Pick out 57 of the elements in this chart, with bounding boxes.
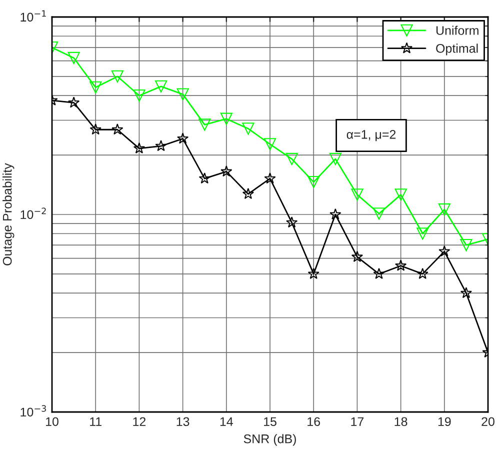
point [176,88,189,100]
x-tick-label: 11 [90,417,102,426]
point [111,70,124,83]
point [330,208,342,220]
x-tick-label: 15 [264,417,276,426]
x-tick-label: 12 [133,417,146,426]
x-tick-label: 17 [351,417,364,426]
x-tick-label: 14 [220,417,233,426]
x-tick-label: 20 [482,417,494,426]
point [394,260,407,271]
point [329,152,342,166]
x-tick-label: 13 [176,417,190,426]
point [176,132,189,144]
point [68,96,80,108]
point [242,122,254,135]
point [372,208,386,220]
point [155,140,167,152]
point [351,250,364,262]
legend-label: Uniform [436,26,478,35]
legend-label: Optimal [436,44,478,56]
point [90,124,102,135]
y-axis-title: Outage Probability [2,163,14,266]
point [220,165,232,177]
point [416,268,428,279]
point [133,90,146,102]
point [460,287,472,298]
point [460,239,472,252]
y-tick-label: 10$^{−1}$ [20,10,46,22]
x-tick-label: 16 [308,417,320,426]
y-tick-label: 10$^{−2}$ [20,208,46,220]
point [220,112,232,125]
x-tick-label: 18 [394,417,408,426]
point [286,152,298,166]
point [308,268,320,279]
point [438,203,450,216]
annotation: α=1, μ=2 [346,130,396,142]
x-tick-label: 19 [438,417,451,426]
point [242,188,254,200]
point [351,188,364,201]
x-axis-title: SNR (dB) [244,434,296,446]
x-tick-label: 10 [46,417,58,426]
point [264,172,276,184]
point [198,172,210,184]
point [286,216,298,228]
point [394,188,407,201]
point [133,142,146,154]
point [373,268,385,279]
y-tick-label: 10$^{−3}$ [20,405,46,417]
point [416,228,429,240]
point [68,52,80,64]
point [264,138,276,150]
point [198,118,211,131]
point [154,80,168,93]
point [112,124,124,135]
point [438,245,450,256]
point [308,176,320,188]
point [90,81,102,94]
